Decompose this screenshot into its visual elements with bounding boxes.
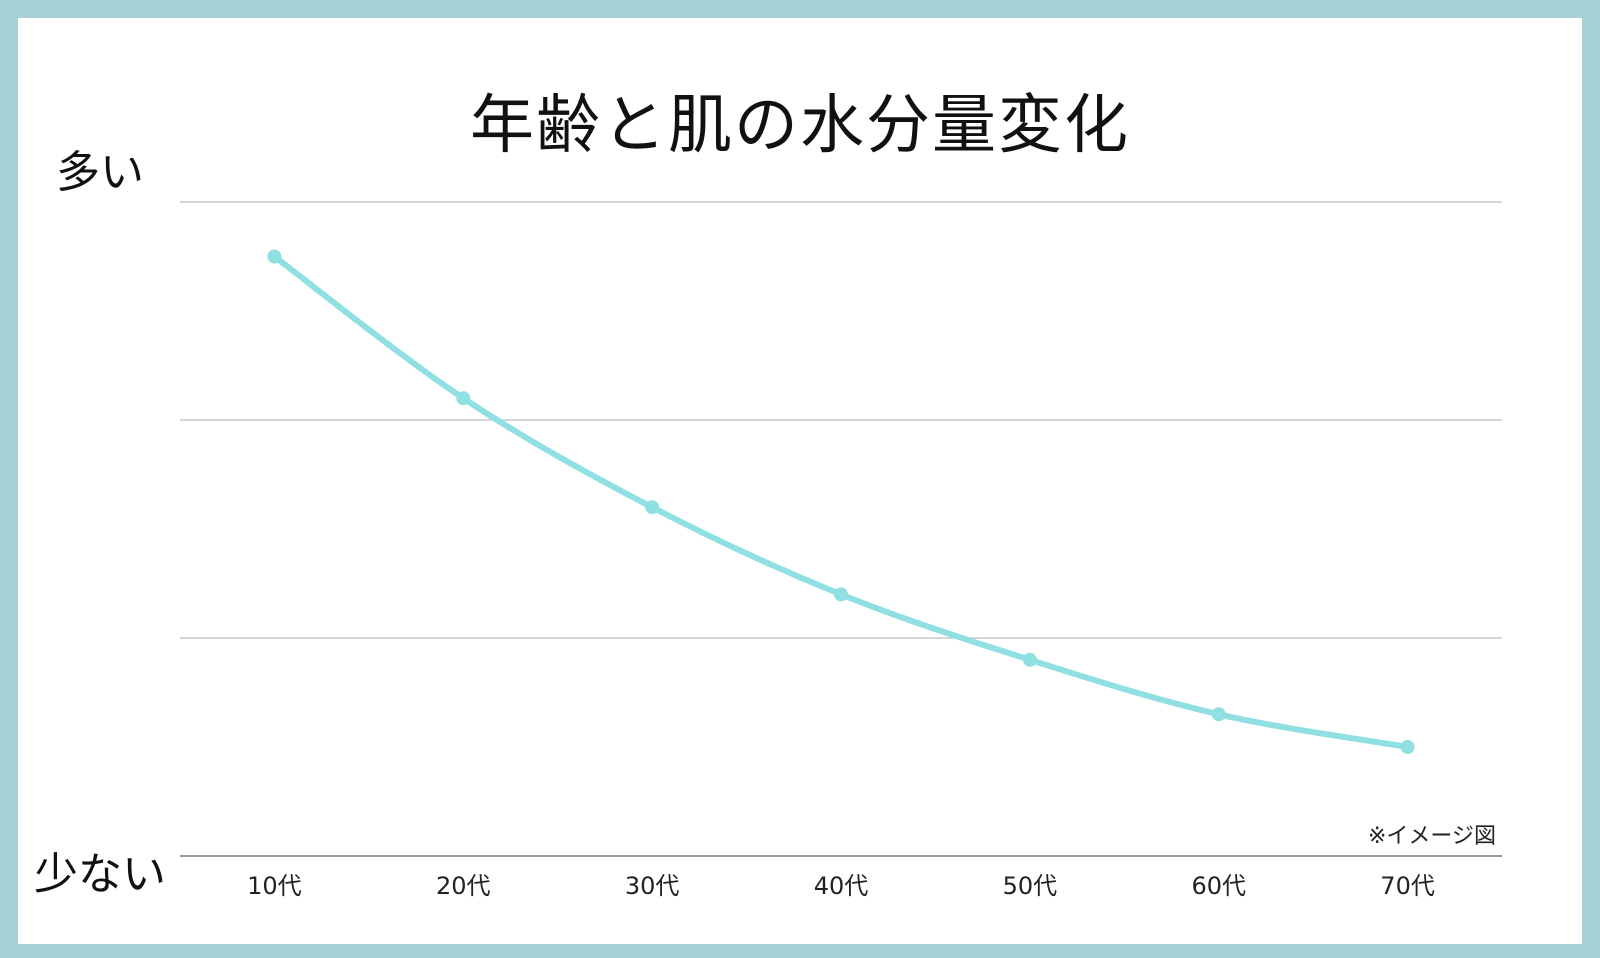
x-tick-label: 40代	[814, 872, 869, 900]
y-label-low: 少ない	[34, 849, 166, 900]
x-tick-label: 50代	[1003, 872, 1058, 900]
data-point-3	[645, 500, 660, 515]
x-tick-label: 10代	[247, 872, 302, 900]
x-tick-label: 60代	[1191, 872, 1246, 900]
x-tick-label: 70代	[1380, 872, 1435, 900]
data-point-7	[1400, 740, 1415, 754]
data-point-2	[456, 391, 471, 406]
chart-frame: 年齢と肌の水分量変化 多い 少ない ※イメージ図 10代 20代 30代 40代 50代…	[18, 18, 1582, 944]
line-chart: 10代 20代 30代 40代 50代 60代 70代	[180, 201, 1502, 900]
image-note: ※イメージ図	[1368, 824, 1496, 849]
series-line	[271, 253, 1411, 750]
y-label-high: 多い	[56, 147, 144, 198]
chart-title: 年齢と肌の水分量変化	[470, 89, 1130, 163]
data-point-4	[834, 587, 848, 602]
data-point-5	[1022, 652, 1037, 667]
data-point-1	[267, 249, 282, 264]
data-point-6	[1211, 707, 1226, 722]
x-tick-label: 30代	[625, 872, 680, 900]
x-tick-label: 20代	[436, 872, 491, 900]
